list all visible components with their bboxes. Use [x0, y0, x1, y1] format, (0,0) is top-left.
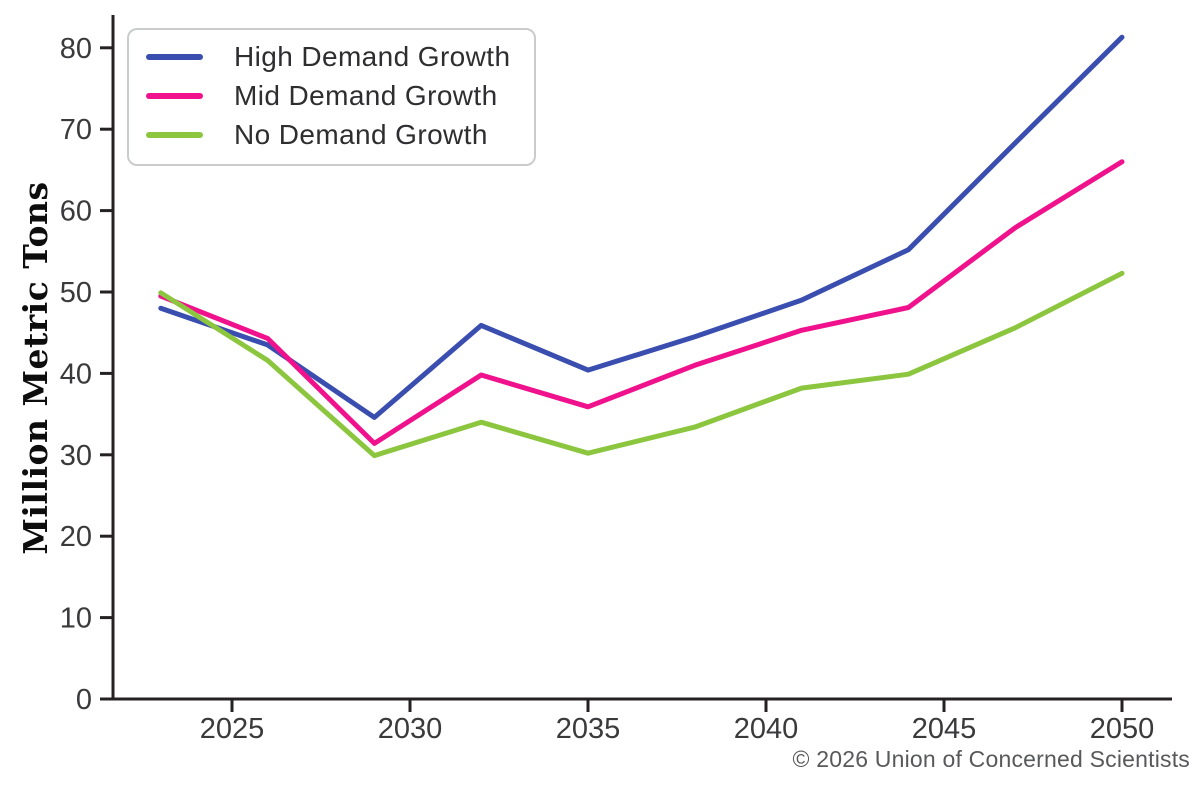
- y-tick-label: 60: [60, 196, 92, 228]
- x-tick-label: 2040: [734, 713, 799, 745]
- legend-item-mid-demand: Mid Demand Growth: [146, 80, 510, 112]
- legend-label-high-demand: High Demand Growth: [234, 41, 511, 72]
- legend-swatch-high-demand-icon: [146, 54, 203, 60]
- series-line-no-demand-growth: [158, 270, 1125, 459]
- x-tick-label: 2045: [912, 713, 977, 745]
- legend-item-no-demand: No Demand Growth: [146, 119, 510, 151]
- legend-label-no-demand: No Demand Growth: [234, 119, 488, 150]
- legend-swatch-no-demand-icon: [146, 132, 203, 138]
- legend-swatch-mid-demand-icon: [146, 93, 203, 99]
- x-tick-label: 2050: [1090, 713, 1155, 745]
- legend-label-mid-demand: Mid Demand Growth: [234, 80, 498, 111]
- y-axis-title: Million Metric Tons: [16, 181, 55, 555]
- y-tick-label: 50: [60, 277, 92, 309]
- x-tick-label: 2035: [556, 713, 621, 745]
- y-tick-label: 20: [60, 521, 92, 553]
- y-tick-label: 30: [60, 440, 92, 472]
- legend-item-high-demand: High Demand Growth: [146, 41, 510, 73]
- series-line-high-demand-growth: [158, 34, 1125, 420]
- y-tick-label: 80: [60, 33, 92, 65]
- y-tick-label: 70: [60, 114, 92, 146]
- copyright-text: © 2026 Union of Concerned Scientists: [792, 746, 1190, 772]
- x-tick-label: 2025: [200, 713, 265, 745]
- y-tick-label: 10: [60, 603, 92, 635]
- series-line-mid-demand-growth: [158, 159, 1125, 446]
- x-tick-label: 2030: [378, 713, 443, 745]
- y-tick-label: 40: [60, 358, 92, 390]
- y-tick-label: 0: [76, 684, 92, 716]
- legend: High Demand Growth Mid Demand Growth No …: [127, 28, 537, 166]
